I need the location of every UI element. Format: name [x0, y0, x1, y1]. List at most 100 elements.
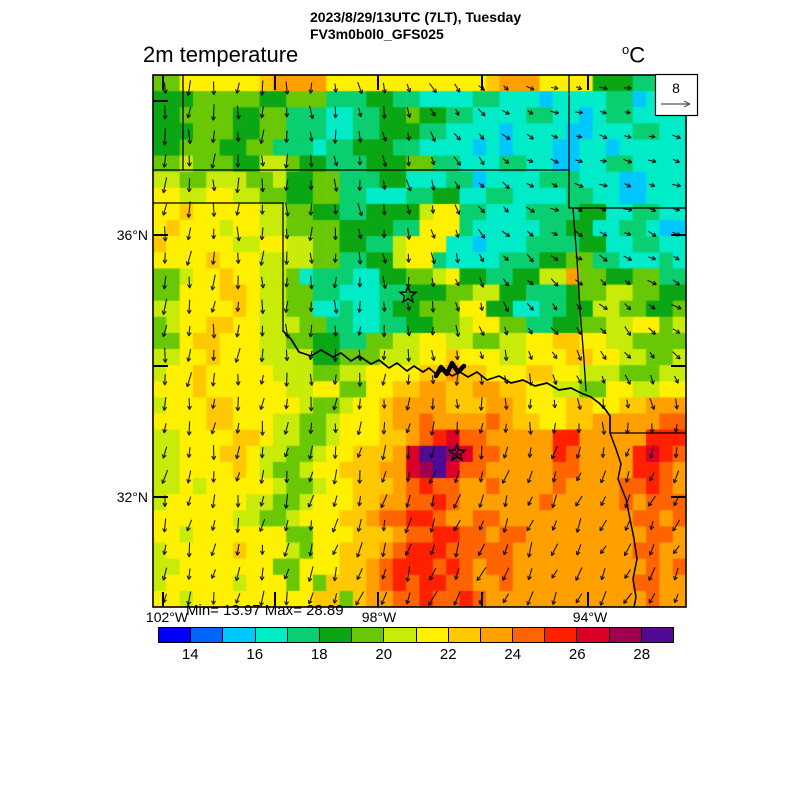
colorbar: [158, 627, 674, 643]
wind-arrow: [648, 327, 656, 335]
wind-arrow: [599, 545, 607, 555]
wind-arrow: [186, 542, 192, 558]
wind-arrow: [357, 470, 363, 484]
wind-arrow: [381, 180, 387, 191]
colorbar-segment: [384, 628, 417, 642]
wind-arrow: [259, 397, 265, 411]
wind-arrow: [186, 591, 192, 606]
wind-arrow: [332, 374, 338, 385]
wind-arrow: [672, 351, 681, 360]
wind-arrow: [308, 471, 314, 483]
wind-arrow: [235, 324, 240, 338]
wind-arrow: [649, 398, 656, 411]
wind-arrow: [455, 301, 460, 312]
wind-arrow: [527, 496, 533, 506]
wind-arrow: [552, 399, 558, 409]
wind-arrow: [624, 374, 631, 385]
wind-arrow: [381, 324, 387, 338]
wind-arrow: [405, 374, 411, 386]
wind-arrow: [235, 82, 241, 94]
wind-arrow: [551, 494, 558, 509]
wind-arrow: [211, 81, 217, 95]
wind-arrow: [332, 469, 338, 485]
wind-arrow: [185, 372, 193, 388]
wind-arrow: [331, 518, 339, 533]
wind-arrow: [528, 421, 533, 435]
wind-arrow: [576, 423, 582, 434]
wind-arrow: [380, 591, 388, 606]
wind-arrow: [648, 567, 656, 582]
wind-arrow: [551, 182, 558, 188]
wind-arrow: [162, 226, 168, 242]
wind-arrow: [551, 520, 558, 531]
wind-arrow: [406, 348, 412, 362]
colorbar-segment: [287, 628, 320, 642]
wind-arrow: [380, 444, 387, 461]
wind-arrow: [161, 446, 168, 459]
wind-arrow: [259, 544, 265, 555]
wind-arrow: [259, 106, 265, 119]
wind-arrow: [574, 182, 584, 188]
wind-arrow: [186, 80, 192, 97]
wind-arrow: [162, 154, 168, 168]
wind-arrow: [284, 251, 290, 265]
wind-arrow: [623, 85, 632, 91]
wind-arrow: [453, 156, 462, 166]
wind-arrow: [235, 203, 241, 216]
wind-arrow: [333, 106, 338, 119]
wind-arrow: [210, 274, 216, 291]
wind-arrow: [161, 469, 169, 485]
wind-arrow: [672, 134, 681, 140]
wind-arrow: [624, 231, 632, 237]
wind-arrow: [308, 275, 314, 290]
wind-arrow: [430, 229, 436, 239]
wind-arrow: [332, 593, 338, 604]
colorbar-segment: [448, 628, 481, 642]
wind-arrow: [260, 299, 266, 314]
wind-arrow: [186, 325, 192, 337]
wind-arrow: [308, 105, 315, 120]
wind-arrow: [405, 494, 411, 508]
wind-arrow: [211, 349, 217, 361]
wind-arrow: [599, 109, 607, 115]
wind-arrow: [430, 326, 436, 336]
wind-arrow: [624, 422, 630, 435]
colorbar-segment: [223, 628, 256, 642]
wind-arrow: [649, 520, 655, 531]
wind-arrow: [187, 129, 193, 145]
wind-arrow: [161, 567, 168, 581]
wind-arrow: [162, 347, 168, 363]
longitude-label: 102°W: [145, 609, 189, 625]
reference-vector-value: 8: [672, 80, 680, 96]
wind-arrow: [211, 228, 217, 240]
model-name-title: FV3m0b0l0_GFS025: [310, 26, 444, 42]
wind-arrow: [406, 325, 412, 337]
wind-arrow: [259, 590, 265, 607]
wind-arrow: [235, 422, 241, 434]
colorbar-segment: [577, 628, 610, 642]
wind-arrow: [502, 278, 510, 287]
wind-arrow: [332, 495, 338, 508]
wind-arrow: [430, 398, 436, 410]
longitude-label: 98°W: [361, 609, 397, 625]
wind-arrow: [405, 471, 411, 483]
wind-arrow: [236, 226, 242, 242]
wind-arrow: [284, 398, 289, 410]
wind-arrow: [308, 203, 314, 216]
wind-arrow: [259, 325, 265, 337]
wind-arrow: [186, 106, 192, 119]
wind-arrow: [356, 421, 362, 436]
wind-arrow: [600, 496, 606, 507]
wind-arrow: [648, 593, 656, 604]
wind-arrow: [671, 182, 682, 188]
wind-arrow: [575, 109, 584, 115]
wind-arrow: [381, 399, 387, 409]
wind-arrow: [235, 543, 241, 556]
wind-arrow: [624, 569, 631, 579]
wind-arrow: [430, 108, 436, 117]
wind-arrow: [406, 204, 412, 215]
wind-arrow: [186, 496, 192, 507]
wind-arrow: [429, 446, 436, 459]
wind-arrow: [526, 591, 534, 606]
